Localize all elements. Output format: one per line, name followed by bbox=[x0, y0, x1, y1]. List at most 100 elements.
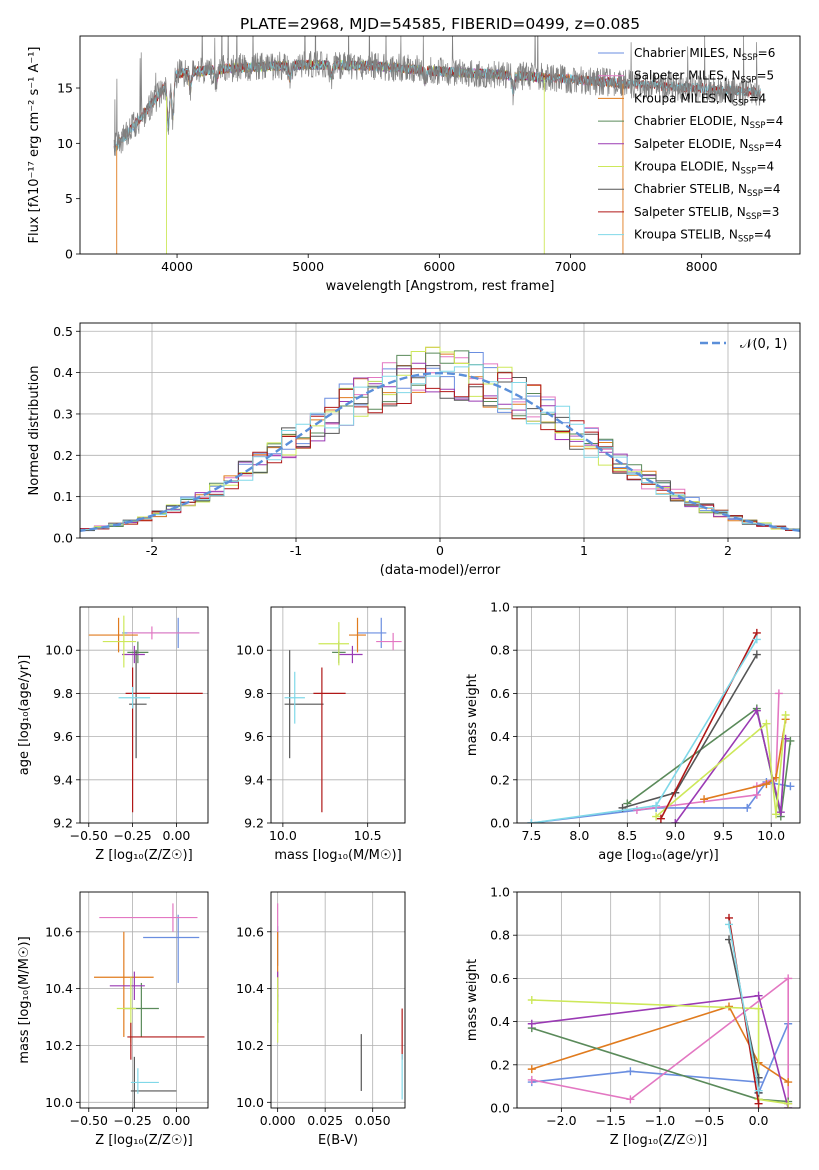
legend-label-suffix: =4 bbox=[764, 137, 782, 151]
x-tick-label: 0.0 bbox=[749, 1113, 769, 1128]
y-tick-label: 1.0 bbox=[490, 885, 510, 900]
x-tick-label: 9.5 bbox=[713, 828, 733, 843]
legend-label-suffix: =4 bbox=[749, 91, 767, 105]
weight-marker bbox=[652, 801, 661, 810]
y-axis-label: mass [log₁₀(M/M☉)] bbox=[17, 936, 32, 1063]
x-tick-label: 10.5 bbox=[354, 828, 382, 843]
legend-label: 𝒩(0, 1) bbox=[740, 337, 787, 352]
panel-mass_vs_EBV: 0.000 0.025 0.050 10.0 10.2 10.4 10.6 E(B-V) bbox=[236, 891, 406, 1148]
weight-marker bbox=[626, 1095, 635, 1104]
x-tick-label: 6000 bbox=[423, 259, 455, 274]
y-axis-label: mass weight bbox=[465, 674, 480, 756]
x-tick-label: 5000 bbox=[292, 259, 324, 274]
x-tick-label: 0.00 bbox=[163, 828, 191, 843]
x-tick-label: −0.25 bbox=[113, 1113, 151, 1128]
plot-area bbox=[113, 36, 761, 254]
legend-label-sub: SSP bbox=[742, 53, 758, 63]
weight-line bbox=[531, 1005, 789, 1083]
panel-spectrum: 4000 5000 6000 7000 8000 0 5 10 15 wavelength [An… bbox=[27, 35, 801, 294]
weight-marker bbox=[626, 1067, 635, 1076]
y-tick-label: 10.0 bbox=[236, 1095, 264, 1110]
y-tick-label: 10.6 bbox=[45, 924, 73, 939]
weight-marker bbox=[784, 974, 793, 983]
weight-marker bbox=[754, 991, 763, 1000]
x-tick-label: -2 bbox=[146, 543, 158, 558]
y-tick-label: 5 bbox=[65, 191, 73, 206]
axes-frame bbox=[79, 891, 209, 1109]
x-tick-label: −1.0 bbox=[645, 1113, 675, 1128]
panel-age_vs_Z: −0.50 −0.25 0.00 9.2 9.4 9.6 9.8 10.0 Z [log₁₀(Z… bbox=[17, 606, 209, 863]
weight-line bbox=[655, 714, 787, 818]
legend-label-suffix: =4 bbox=[754, 228, 772, 242]
y-tick-label: 0.0 bbox=[53, 531, 73, 546]
x-tick-label: 1 bbox=[580, 543, 588, 558]
y-tick-label: 10.4 bbox=[236, 981, 264, 996]
weight-marker bbox=[786, 782, 795, 791]
y-tick-label: 10.0 bbox=[236, 643, 264, 658]
plot-area bbox=[527, 628, 795, 823]
axes-frame bbox=[516, 606, 801, 824]
y-tick-label: 9.8 bbox=[244, 686, 264, 701]
weight-marker bbox=[752, 790, 761, 799]
weight-marker bbox=[527, 1075, 536, 1084]
plot-area bbox=[527, 913, 793, 1108]
weight-marker bbox=[774, 689, 783, 698]
x-tick-label: 0.00 bbox=[163, 1113, 191, 1128]
weight-marker bbox=[752, 706, 761, 715]
figure-title: PLATE=2968, MJD=54585, FIBERID=0499, z=0… bbox=[240, 15, 640, 33]
y-tick-label: 10.0 bbox=[45, 643, 73, 658]
weight-marker bbox=[700, 795, 709, 804]
y-tick-label: 9.4 bbox=[53, 772, 73, 787]
x-tick-label: −0.50 bbox=[70, 1113, 108, 1128]
x-tick-label: 0.050 bbox=[355, 1113, 391, 1128]
weight-line bbox=[703, 719, 787, 800]
x-tick-label: 8000 bbox=[686, 259, 718, 274]
y-axis-label: mass weight bbox=[465, 959, 480, 1041]
y-tick-label: 0.4 bbox=[53, 365, 73, 380]
weight-marker bbox=[772, 810, 781, 819]
legend-label-sub: SSP bbox=[747, 189, 763, 199]
y-tick-label: 10 bbox=[57, 136, 73, 151]
y-tick-label: 0.8 bbox=[490, 643, 510, 658]
y-axis-label: Flux [fλ10⁻¹⁷ erg cm⁻² s⁻¹ A⁻¹] bbox=[27, 47, 42, 244]
x-tick-label: −1.5 bbox=[595, 1113, 625, 1128]
x-tick-label: 10.0 bbox=[269, 828, 297, 843]
weight-marker bbox=[656, 814, 665, 823]
weight-marker bbox=[784, 1099, 793, 1108]
plot-area bbox=[88, 615, 203, 813]
axes-frame bbox=[79, 35, 801, 255]
x-tick-label: 0 bbox=[436, 543, 444, 558]
legend-label-suffix: =4 bbox=[756, 160, 774, 174]
plot-area bbox=[277, 903, 403, 1100]
y-tick-label: 0.2 bbox=[490, 1057, 510, 1072]
legend-label-sub: SSP bbox=[741, 76, 757, 86]
plot-area bbox=[284, 617, 402, 813]
weight-marker bbox=[754, 1086, 763, 1095]
weight-marker bbox=[754, 1099, 763, 1108]
weight-marker bbox=[527, 1019, 536, 1028]
y-tick-label: 9.6 bbox=[53, 729, 73, 744]
weight-marker bbox=[762, 780, 771, 789]
y-tick-label: 0.6 bbox=[490, 971, 510, 986]
weight-marker bbox=[781, 711, 790, 719]
y-tick-label: 0.6 bbox=[490, 686, 510, 701]
legend-label: Salpeter STELIB, NSSP=3 bbox=[634, 205, 779, 222]
x-tick-label: 7000 bbox=[555, 259, 587, 274]
plot-area bbox=[94, 903, 205, 1108]
weight-marker bbox=[786, 736, 795, 745]
y-tick-label: 0.2 bbox=[490, 772, 510, 787]
y-tick-label: 9.2 bbox=[53, 816, 73, 831]
axes-frame bbox=[270, 606, 406, 824]
x-axis-label: wavelength [Angstrom, rest frame] bbox=[326, 279, 555, 294]
y-tick-label: 0.0 bbox=[490, 1101, 510, 1116]
weight-marker bbox=[527, 1065, 536, 1074]
panel-mass_vs_Z: −0.50 −0.25 0.00 10.0 10.2 10.4 10.6 Z [log₁₀(Z… bbox=[17, 891, 209, 1148]
legend-label-sub: SSP bbox=[750, 121, 766, 131]
y-axis-label: Normed distribution bbox=[27, 366, 42, 496]
x-tick-label: 0.025 bbox=[307, 1113, 343, 1128]
weight-marker bbox=[762, 719, 771, 728]
weight-marker bbox=[725, 1002, 734, 1011]
weight-line bbox=[660, 632, 758, 820]
legend-label: Kroupa STELIB, NSSP=4 bbox=[634, 228, 772, 245]
